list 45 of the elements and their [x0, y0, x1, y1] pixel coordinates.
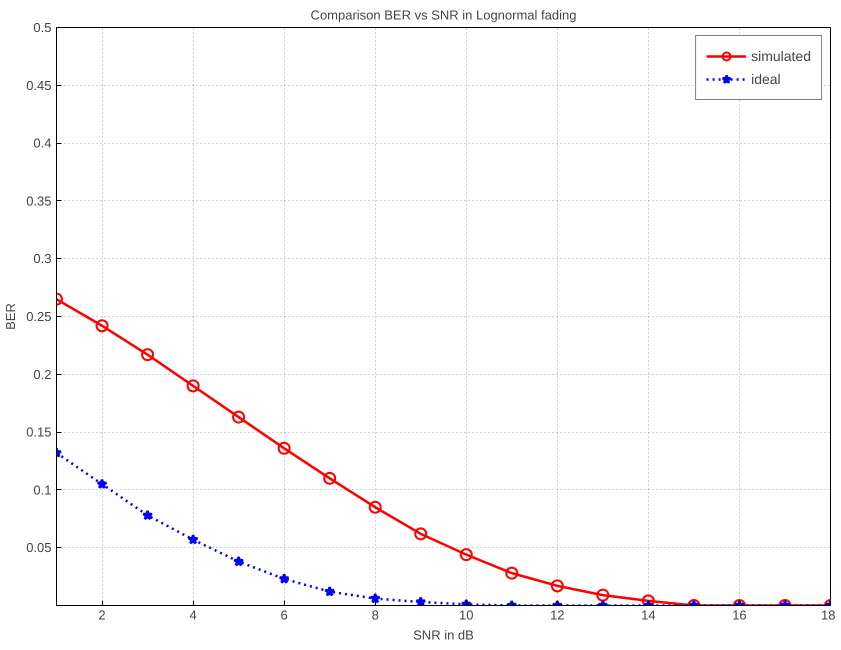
point [550, 579, 564, 592]
point [96, 319, 109, 332]
x-tick-label: 10 [459, 608, 474, 622]
point [505, 566, 518, 580]
x-tick-label: 14 [641, 608, 656, 622]
point [278, 573, 290, 584]
legend-label: ideal [751, 71, 781, 87]
y-tick-label: 0.2 [33, 366, 52, 382]
x-tick-label: 12 [550, 608, 565, 622]
point [368, 500, 382, 514]
point [141, 348, 154, 362]
y-tick-label: 0.3 [33, 251, 52, 266]
point [186, 379, 200, 392]
x-tick-label: 16 [732, 608, 747, 622]
point [415, 596, 426, 606]
x-tick-label: 4 [189, 608, 197, 622]
point [324, 586, 336, 597]
y-tick-label: 0.15 [26, 424, 52, 440]
y-tick-label: 0.1 [33, 482, 52, 498]
point [278, 442, 291, 455]
y-tick-label: 0.05 [26, 540, 52, 556]
point [460, 548, 473, 562]
y-tick-label: 0.5 [33, 20, 52, 35]
x-tick-label: 6 [280, 608, 288, 622]
y-axis-title: BER [3, 303, 18, 330]
point [323, 472, 336, 485]
point [233, 556, 244, 566]
point [142, 510, 154, 520]
point [232, 410, 246, 424]
point [642, 594, 655, 606]
point [596, 588, 610, 602]
y-tick-label: 0.45 [26, 78, 52, 93]
x-axis-title: SNR in dB [413, 628, 474, 642]
x-tick-label: 2 [98, 608, 106, 622]
x-tick-label: 8 [372, 608, 379, 622]
point [188, 534, 199, 544]
y-tick-label: 0.25 [26, 309, 52, 324]
y-tick-label: 0.35 [26, 193, 52, 208]
point [96, 478, 108, 490]
point [370, 592, 381, 604]
x-tick-label: 18 [821, 608, 836, 622]
point [414, 527, 428, 540]
legend-label: simulated [751, 48, 811, 64]
chart-title: Comparison BER vs SNR in Lognormal fading [310, 8, 576, 22]
y-tick-label: 0.4 [33, 136, 52, 151]
